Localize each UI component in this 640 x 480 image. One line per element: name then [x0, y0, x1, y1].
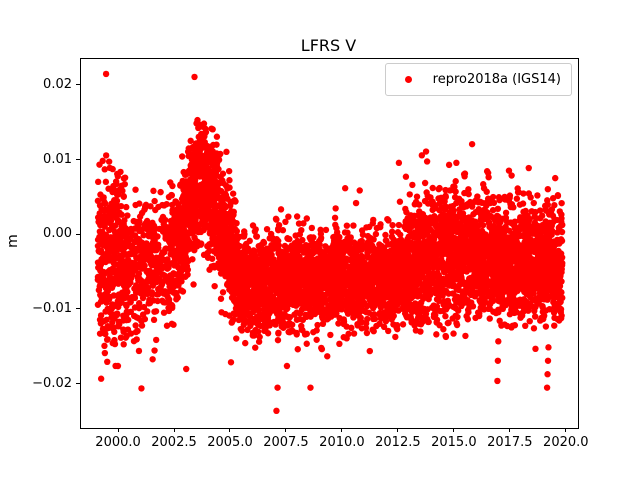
plot-area: repro2018a (IGS14): [80, 58, 579, 429]
y-tick-label: 0.02: [43, 76, 72, 92]
x-tick-label: 2017.5: [487, 435, 533, 450]
y-tick-mark: [76, 383, 80, 385]
y-tick-mark: [76, 308, 80, 310]
chart-title: LFRS V: [300, 36, 357, 55]
y-tick-label: 0.00: [43, 226, 72, 242]
x-tick-mark: [453, 428, 455, 432]
legend-label: repro2018a (IGS14): [432, 72, 561, 87]
x-tick-mark: [397, 428, 399, 432]
y-tick-mark: [76, 159, 80, 161]
x-tick-mark: [229, 428, 231, 432]
x-tick-mark: [565, 428, 567, 432]
x-tick-label: 2010.0: [319, 435, 365, 450]
x-tick-label: 2000.0: [95, 435, 141, 450]
scatter-canvas: [81, 59, 578, 428]
x-tick-label: 2007.5: [263, 435, 309, 450]
x-tick-mark: [341, 428, 343, 432]
x-tick-mark: [173, 428, 175, 432]
y-tick-label: 0.01: [43, 151, 72, 167]
y-tick-mark: [76, 233, 80, 235]
x-tick-label: 2005.0: [207, 435, 253, 450]
x-tick-mark: [285, 428, 287, 432]
y-tick-label: −0.01: [32, 300, 72, 316]
x-tick-label: 2020.0: [543, 435, 589, 450]
y-tick-label: −0.02: [32, 375, 72, 391]
y-tick-mark: [76, 84, 80, 86]
legend: repro2018a (IGS14): [384, 63, 572, 96]
x-tick-mark: [509, 428, 511, 432]
x-tick-label: 2002.5: [151, 435, 197, 450]
x-tick-mark: [117, 428, 119, 432]
x-tick-label: 2012.5: [375, 435, 421, 450]
legend-marker-icon: [404, 76, 412, 83]
x-tick-label: 2015.0: [431, 435, 477, 450]
